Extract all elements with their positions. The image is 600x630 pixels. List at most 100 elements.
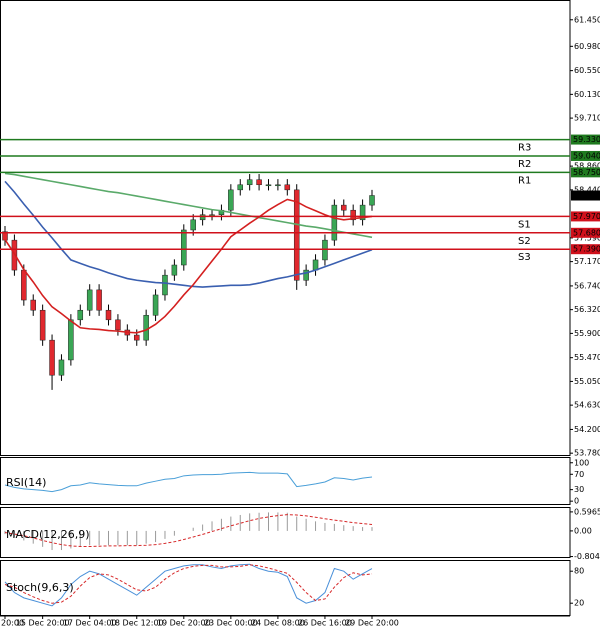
x-tick-label: 15 Dec 20:00 (16, 619, 70, 628)
y-tick-label: 56.740 (574, 281, 600, 290)
candle-body (30, 299, 36, 311)
candle-body (199, 214, 206, 221)
candle-body (77, 309, 84, 321)
candle-body (284, 184, 291, 191)
candle-body (152, 294, 159, 316)
level-name: S1 (518, 219, 531, 230)
signal-line (4, 564, 373, 604)
x-tick-label: 20:00 (1, 619, 24, 628)
y-tick-label: 55.050 (574, 377, 600, 386)
candle-body (21, 269, 27, 301)
candle-body (143, 315, 149, 341)
candle-body (162, 274, 168, 296)
candle-body (322, 239, 328, 261)
y-tick-label: 57.590 (574, 233, 600, 242)
y-tick-label: 0 (574, 497, 579, 506)
y-tick-label: 54.630 (574, 401, 600, 410)
level-name: R1 (518, 175, 531, 186)
level-price-box (571, 227, 600, 238)
level-name: S2 (518, 236, 531, 247)
level-price-label: 59.330 (573, 135, 600, 144)
y-tick-label: 20 (574, 599, 584, 608)
signal-line (4, 514, 373, 548)
y-tick-label: 58.860 (574, 162, 600, 171)
y-tick-label: 53.780 (574, 449, 600, 458)
moving-average (4, 172, 373, 239)
level-price-box (571, 150, 600, 161)
y-tick-label: 55.470 (574, 353, 600, 362)
candle-body (331, 204, 338, 241)
x-tick-label: 18 Dec 12:00 (110, 619, 164, 628)
moving-average (4, 180, 373, 288)
level-price-label: 57.970 (573, 212, 600, 221)
candle-body (359, 204, 366, 221)
indicator-title: Stoch(9,6,3) (6, 581, 74, 594)
candle-body (68, 319, 74, 361)
level-price-label: 57.390 (573, 245, 600, 254)
level-price-label: 57.680 (573, 228, 600, 237)
y-tick-label: -0.8045 (574, 552, 600, 561)
candle-body (49, 339, 55, 376)
y-tick-label: 0.00 (574, 526, 592, 535)
x-tick-label: 29 Dec 20:00 (345, 619, 399, 628)
y-tick-label: 30 (574, 485, 584, 494)
x-tick-label: 17 Dec 04:00 (63, 619, 117, 628)
candle-body (228, 189, 234, 211)
candle-body (303, 269, 309, 281)
candle-body (171, 264, 178, 276)
candle-body (312, 259, 319, 271)
y-tick-label: 57.170 (574, 257, 600, 266)
candle-body (105, 309, 112, 321)
candle-body (275, 184, 281, 187)
level-name: S3 (518, 252, 531, 263)
level-price-box (571, 134, 600, 145)
candle-body (237, 184, 244, 191)
y-tick-label: 60.980 (574, 42, 600, 51)
panel-frame (0, 507, 571, 558)
candle-body (133, 334, 140, 341)
main-line (4, 563, 373, 607)
indicator-line (4, 471, 373, 493)
y-tick-label: 80 (574, 567, 584, 576)
candle-body (246, 179, 253, 186)
x-tick-label: 23 Dec 00:00 (204, 619, 258, 628)
candle-body (115, 319, 121, 331)
candle-body (86, 289, 93, 311)
candle-body (293, 189, 300, 281)
level-price-box (571, 211, 600, 222)
x-tick-label: 26 Dec 16:00 (298, 619, 352, 628)
level-name: R2 (518, 159, 531, 170)
candle-body (265, 184, 272, 187)
level-price-label: 59.040 (573, 151, 600, 160)
y-tick-label: 56.320 (574, 305, 600, 314)
level-name: R3 (518, 143, 531, 154)
candle-body (209, 214, 215, 216)
last-price-label: 58.340 (573, 191, 600, 200)
y-tick-label: 60.130 (574, 90, 600, 99)
y-tick-label: 58.440 (574, 185, 600, 194)
y-tick-label: 60.550 (574, 66, 600, 75)
candle-body (58, 359, 65, 376)
panel-frame (0, 0, 571, 456)
last-price-box (571, 190, 600, 201)
candle-body (181, 229, 187, 266)
x-tick-label: 24 Dec 08:00 (251, 619, 305, 628)
x-tick-label: 19 Dec 20:00 (157, 619, 211, 628)
candle-body (39, 309, 46, 341)
candle-body (256, 179, 262, 186)
y-tick-label: 0.5965 (574, 507, 600, 516)
y-tick-label: 59.710 (574, 114, 600, 123)
candle-body (369, 195, 375, 206)
y-tick-label: 55.900 (574, 329, 600, 338)
candle-body (190, 219, 196, 231)
level-price-box (571, 167, 600, 178)
moving-average (4, 198, 373, 334)
y-tick-label: 100 (574, 458, 589, 467)
y-tick-label: 61.450 (574, 15, 600, 24)
candle-body (350, 209, 356, 221)
level-price-box (571, 244, 600, 255)
indicator-title: MACD(12,26,9) (6, 528, 90, 541)
panel-frame (0, 457, 571, 505)
